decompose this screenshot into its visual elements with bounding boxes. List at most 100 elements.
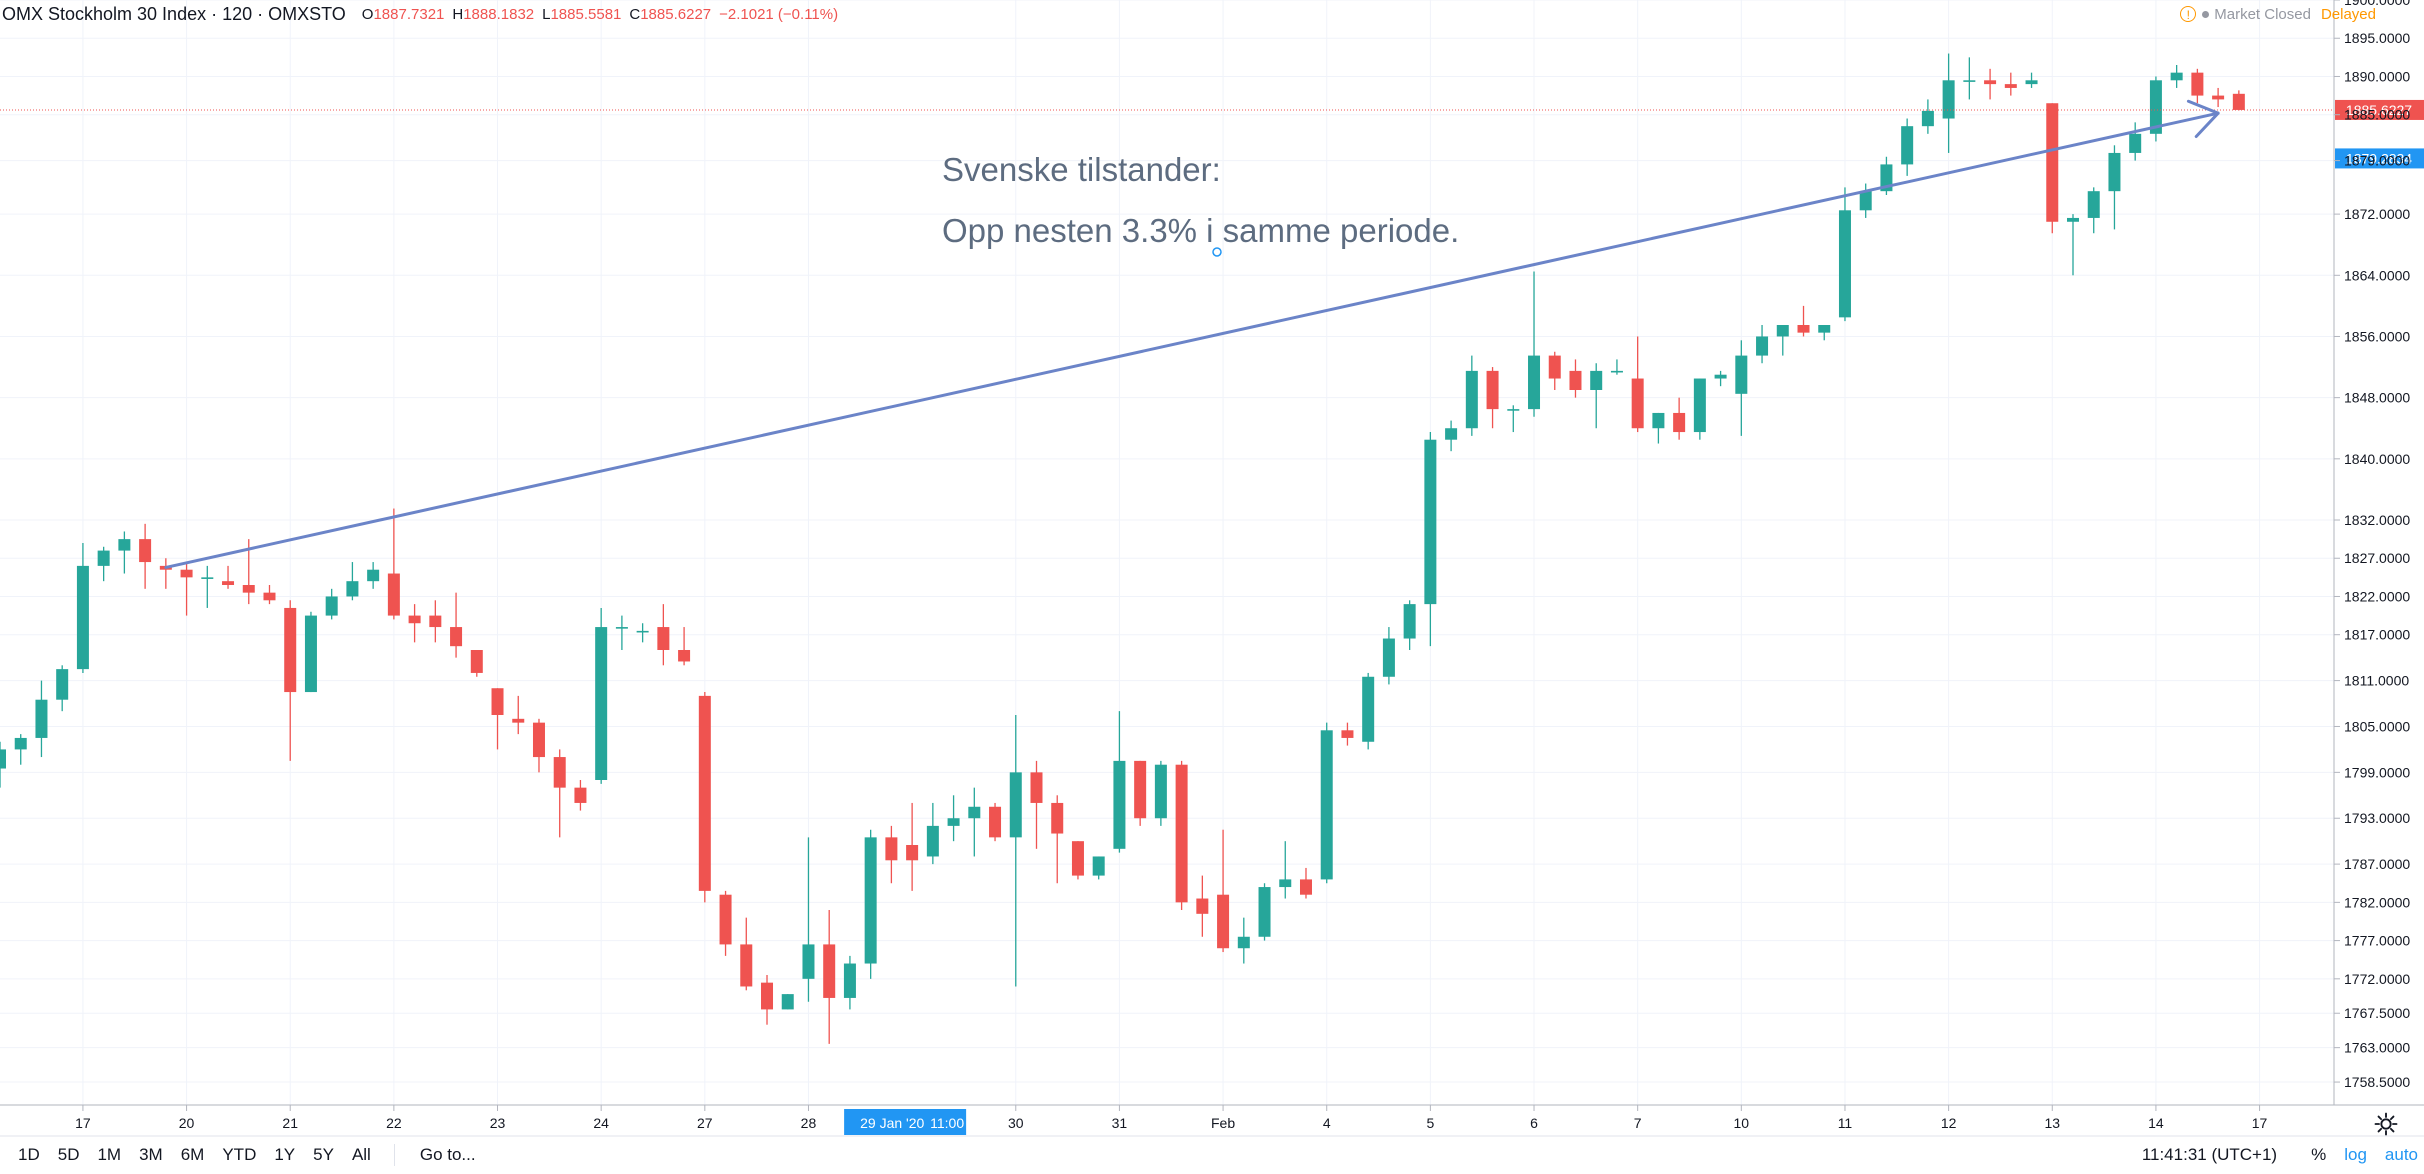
candle — [284, 600, 297, 761]
candle-body — [553, 757, 566, 788]
candle-body — [0, 749, 6, 769]
candle-body — [14, 737, 27, 750]
candle-body — [97, 550, 110, 566]
range-all-button[interactable]: All — [351, 1145, 371, 1164]
y-axis-label: 1782.0000 — [2344, 894, 2410, 910]
delayed-label[interactable]: Delayed — [2320, 5, 2376, 23]
candle — [1113, 711, 1126, 853]
candle-body — [1673, 412, 1686, 433]
range-ytd-button[interactable]: YTD — [222, 1145, 257, 1164]
candle-body — [1071, 841, 1084, 876]
candle-body — [885, 837, 898, 861]
candle-body — [823, 944, 836, 998]
x-axis-label: 11 — [1838, 1115, 1853, 1131]
range-6m-button[interactable]: 6M — [180, 1145, 205, 1164]
y-axis-label: 1763.0000 — [2344, 1040, 2410, 1056]
y-axis-label: 1793.0000 — [2344, 810, 2410, 826]
range-5y-button[interactable]: 5Y — [313, 1145, 334, 1164]
y-axis-label: 1900.0000 — [2344, 0, 2410, 8]
x-axis-label: 4 — [1323, 1115, 1331, 1131]
candle-body — [2108, 152, 2121, 192]
candle-body — [76, 565, 89, 670]
candle-body — [222, 581, 235, 585]
last-price-badge — [2335, 99, 2424, 120]
candle-body — [2149, 80, 2162, 134]
annotation-text-line-2[interactable]: Opp nesten 3.3% i samme periode. — [942, 212, 1460, 249]
candle — [325, 588, 338, 620]
candle-body — [1756, 336, 1769, 356]
warning-icon[interactable]: ! — [2180, 6, 2197, 22]
candle — [615, 615, 628, 650]
candle-body — [1465, 370, 1478, 429]
candle-body — [367, 569, 380, 582]
candle-body — [1196, 898, 1209, 914]
y-axis-label: 1777.0000 — [2344, 933, 2410, 949]
candle — [989, 802, 1002, 842]
candle — [2004, 72, 2017, 96]
candle-body — [491, 688, 504, 715]
candle — [823, 910, 836, 1044]
candle — [1652, 412, 1665, 444]
candle — [1673, 397, 1686, 440]
ohlc-change: −2.1021 (−0.11%) — [719, 5, 839, 23]
y-axis-label: 1879.0000 — [2344, 153, 2410, 169]
range-3m-button[interactable]: 3M — [139, 1145, 163, 1164]
candle — [1631, 336, 1644, 433]
annotation-text-line-1[interactable]: Svenske tilstander: — [942, 151, 1221, 188]
candle — [14, 734, 27, 765]
toolbar-right: 11:41:31 (UTC+1) % log auto — [2142, 1136, 2424, 1174]
candle-body — [1134, 760, 1147, 819]
candle-body — [698, 695, 711, 891]
log-scale-toggle[interactable]: log — [2344, 1145, 2367, 1164]
clock-time[interactable]: 11:41:31 (UTC+1) — [2141, 1145, 2278, 1164]
trendline-arrowhead — [2186, 99, 2220, 139]
candle-body — [284, 607, 297, 693]
candle — [387, 508, 400, 620]
candle — [491, 688, 504, 750]
candle-body — [615, 627, 628, 629]
candle — [636, 623, 649, 643]
candle — [1548, 351, 1561, 390]
settings-gear-icon[interactable] — [2372, 1110, 2400, 1138]
candle-body — [781, 994, 794, 1010]
x-axis-label: 21 — [282, 1115, 298, 1131]
candle — [2149, 76, 2162, 142]
candle-body — [843, 963, 856, 998]
percent-scale-toggle[interactable]: % — [2311, 1145, 2327, 1164]
candle — [429, 600, 442, 643]
candle — [1507, 405, 1520, 433]
candle-body — [1963, 80, 1976, 82]
goto-date-button[interactable]: Go to... — [419, 1145, 476, 1164]
candle-body — [1382, 638, 1395, 677]
symbol-title[interactable]: OMX Stockholm 30 Index · 120 · OMXSTO — [2, 3, 346, 24]
market-state-label: Market Closed — [2214, 5, 2311, 23]
candle — [1797, 305, 1810, 337]
candle-body — [2212, 95, 2225, 100]
range-5d-button[interactable]: 5D — [57, 1145, 80, 1164]
candle-body — [1113, 760, 1126, 849]
y-axis-label: 1832.0000 — [2344, 512, 2410, 528]
candle — [1818, 325, 1831, 341]
auto-scale-toggle[interactable]: auto — [2384, 1145, 2418, 1164]
candle — [408, 604, 421, 643]
candle-body — [2170, 72, 2183, 81]
candle — [906, 802, 919, 891]
candle-body — [1631, 378, 1644, 429]
candle — [304, 611, 317, 693]
candle — [1134, 760, 1147, 826]
candle-body — [2046, 103, 2059, 222]
range-1y-button[interactable]: 1Y — [274, 1145, 296, 1164]
range-1m-button[interactable]: 1M — [97, 1145, 122, 1164]
candle-body — [2025, 80, 2038, 85]
candle — [1424, 432, 1437, 647]
ohlc-close: C1885.6227 — [629, 5, 712, 23]
candle — [1341, 722, 1354, 746]
annotation-anchor-handle — [1212, 247, 1222, 257]
candle — [1445, 420, 1458, 452]
range-1d-button[interactable]: 1D — [18, 1145, 40, 1164]
candles — [0, 53, 2245, 1044]
candle — [781, 994, 794, 1010]
trendline-arrow — [164, 111, 2220, 569]
candle — [470, 650, 483, 677]
